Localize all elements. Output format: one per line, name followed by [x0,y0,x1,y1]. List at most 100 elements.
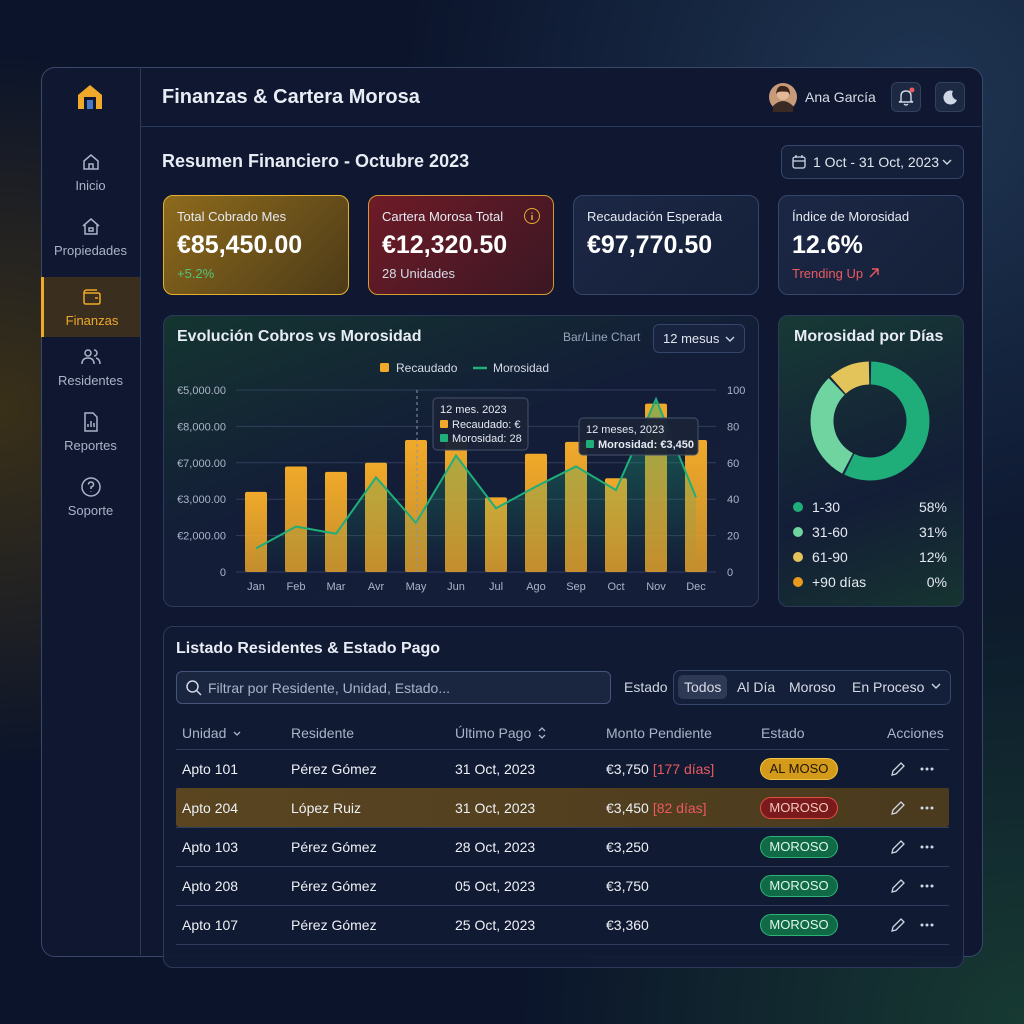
icon-shape [83,289,101,305]
cell-amount: €3,360 [606,917,649,933]
status-badge: MOROSO [760,797,838,819]
cell-amount: €3,750 [606,878,649,894]
nav-item[interactable]: Finanzas [41,277,140,337]
column-header[interactable]: Unidad [182,726,244,740]
table-title: Listado Residentes & Estado Pago [176,640,441,657]
nav-icon [81,477,101,497]
cell-amount: €3,250 [606,839,649,855]
cell-last-payment: 31 Oct, 2023 [455,800,536,816]
notifications-button[interactable] [891,82,921,112]
kpi-sub: Trending Up [792,267,880,280]
nav-icon [84,412,98,432]
cell-last-payment: 31 Oct, 2023 [455,761,536,777]
sidebar-divider [140,67,141,955]
nav-item[interactable]: Soporte [41,467,140,527]
kpi-label: Cartera Morosa Total [382,209,504,224]
icon-shape [81,477,101,497]
cell-unit: Apto 208 [182,878,239,894]
search-box[interactable]: Filtrar por Residente, Unidad, Estado... [176,671,611,704]
nav-label: Residentes [57,373,124,388]
filter-tab[interactable]: Al Día [737,679,776,695]
kpi-card [163,195,349,295]
cell-resident: Pérez Gómez [291,761,377,777]
column-header[interactable]: Monto Pendiente [606,725,712,741]
row-actions[interactable] [889,876,945,896]
status-badge: MOROSO [760,836,838,858]
chevron [931,683,941,689]
nav-label: Soporte [67,503,114,518]
cell-last-payment: 25 Oct, 2023 [455,917,536,933]
row-divider [176,827,949,828]
cell-unit: Apto 103 [182,839,239,855]
row-actions[interactable] [889,837,945,857]
kpi-card [778,195,964,295]
summary-title: Resumen Financiero - Octubre 2023 [162,151,470,171]
trend-arrow [869,268,879,278]
period-select[interactable]: 12 mesus [653,324,745,353]
logo [78,85,102,109]
filter-label: Estado [624,679,668,695]
date-range: 1 Oct - 31 Oct, 2023 [813,154,940,170]
kpi-label: Total Cobrado Mes [177,209,287,224]
chart-type-label: Bar/Line Chart [563,330,641,344]
user-name[interactable]: Ana García [805,89,876,105]
kpi-value: €97,770.50 [587,231,713,259]
info-icon[interactable] [524,208,540,224]
kpi-sub: 28 Unidades [382,266,455,281]
theme-toggle[interactable] [935,82,965,112]
nav-item[interactable]: Propiedades [41,207,140,267]
nav-item[interactable]: Inicio [41,142,140,202]
row-divider [176,944,949,945]
row-divider [176,905,949,906]
cell-last-payment: 28 Oct, 2023 [455,839,536,855]
row-divider [176,866,949,867]
row-actions[interactable] [889,759,945,779]
donut-panel [778,315,964,607]
column-header: Acciones [887,725,944,741]
cell-resident: Pérez Gómez [291,917,377,933]
cell-unit: Apto 107 [182,917,239,933]
status-badge: MOROSO [760,914,838,936]
nav-item[interactable]: Reportes [41,402,140,462]
nav-label: Inicio [75,178,106,193]
status-badge: MOROSO [760,875,838,897]
nav-icon [83,289,101,305]
cell-resident: Pérez Gómez [291,839,377,855]
filter-tab[interactable]: Todos [678,675,728,699]
status-badge: AL MOSO [760,758,838,780]
donut-title: Morosidad por Días [794,328,944,345]
avatar[interactable] [768,82,798,112]
info-glyph [531,212,533,220]
kpi-value: €12,320.50 [382,231,508,259]
nav-label: Propiedades [54,243,127,258]
nav-label: Finanzas [65,313,119,328]
column-header[interactable]: Residente [291,725,355,741]
cell-amount: €3,750 [177 días] [606,761,715,777]
nav-icon [83,154,99,170]
cell-unit: Apto 101 [182,761,239,777]
icon-shape [83,154,99,170]
nav-icon [81,349,101,365]
cell-last-payment: 05 Oct, 2023 [455,878,536,894]
date-picker[interactable]: 1 Oct - 31 Oct, 2023 [781,145,964,179]
icon-shape [84,412,98,432]
row-divider [176,749,949,750]
kpi-sub: +5.2% [177,266,215,281]
cell-amount: €3,450 [82 días] [606,800,707,816]
row-actions[interactable] [889,915,945,935]
kpi-value: 12.6% [792,231,863,259]
nav-item[interactable]: Residentes [41,337,140,397]
column-header[interactable]: Último Pago [455,726,549,740]
filter-tab[interactable]: Moroso [789,679,836,695]
overdue-days: [82 días] [652,800,707,816]
row-actions[interactable] [889,798,945,818]
search-placeholder: Filtrar por Residente, Unidad, Estado... [208,680,451,696]
trend-title: Evolución Cobros vs Morosidad [177,328,422,345]
period: 12 mesus [663,331,720,346]
trend-panel [163,315,759,607]
nav-icon [82,218,100,235]
cell-resident: López Ruiz [291,800,362,816]
filter-tab[interactable]: En Proceso [846,675,950,699]
column-header: Estado [761,725,805,741]
